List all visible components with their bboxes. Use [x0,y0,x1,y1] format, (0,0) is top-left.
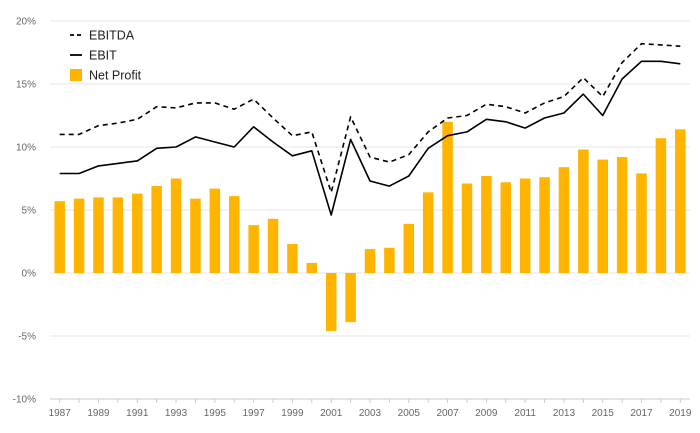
x-tick-label: 2005 [398,408,421,419]
x-tick-label: 1987 [49,408,72,419]
legend-label-net-profit: Net Profit [89,69,142,83]
legend: EBITDA EBIT Net Profit [70,29,142,83]
net-profit-bar [519,178,531,273]
net-profit-bar [403,223,415,273]
net-profit-bar [539,177,550,273]
x-tick-label: 1991 [126,408,149,419]
y-tick-label: -10% [13,395,36,406]
grid [50,20,690,337]
net-profit-bar [73,198,85,273]
net-profit-bar [500,182,512,273]
x-tick-label: 2019 [669,408,692,419]
ebitda-line [59,42,681,194]
net-profit-bar [267,218,279,273]
y-tick-label: 20% [16,17,36,28]
x-tick-label: 1997 [243,408,266,419]
net-profit-bar [306,262,318,273]
legend-label-ebit: EBIT [89,49,117,63]
net-profit-bar [558,167,570,273]
x-tick-label: 2013 [553,408,576,419]
x-tick-label: 2003 [359,408,382,419]
net-profit-bar [112,197,124,273]
x-axis: 1987 1989 1991 1993 1995 1997 1999 2001 2003 2005… [49,398,692,419]
x-tick-label: 2011 [514,408,536,419]
net-profit-bar [170,178,182,273]
x-tick-label: 1995 [204,408,227,419]
net-profit-bar [93,197,104,273]
line-series [59,42,681,216]
net-profit-bar [422,192,434,273]
legend-label-ebitda: EBITDA [89,29,135,43]
net-profit-bar [364,249,376,273]
y-tick-label: 0% [22,269,37,280]
x-tick-label: 2009 [475,408,498,419]
net-profit-bar [248,225,259,273]
x-tick-label: 1993 [165,408,188,419]
y-tick-label: -5% [18,332,36,343]
x-tick-label: 1989 [87,408,110,419]
net-profit-bar [597,159,608,273]
net-profit-bar [325,273,337,331]
net-profit-bar [287,244,298,273]
x-tick-label: 2015 [592,408,615,419]
net-profit-bar [675,129,686,273]
net-profit-bar [461,183,473,273]
net-profit-bar [636,173,647,273]
y-tick-label: 15% [16,80,36,91]
net-profit-bar [345,273,356,323]
y-tick-label: 5% [22,206,37,217]
net-profit-bar [190,198,201,273]
net-profit-bar [132,193,143,273]
x-tick-label: 2007 [436,408,459,419]
net-profit-bar [442,121,453,273]
x-tick-label: 2017 [630,408,653,419]
x-tick-label: 2001 [320,408,343,419]
net-profit-bars [54,121,686,331]
net-profit-bar [209,188,221,273]
legend-swatch-net-profit [70,69,82,81]
ebit-line [59,60,681,216]
y-axis-ticks: -10% -5% 0% 5% 10% 15% 20% [13,17,36,406]
net-profit-bar [616,157,628,273]
net-profit-bar [481,175,492,273]
y-tick-label: 10% [16,143,36,154]
net-profit-bar [655,138,667,273]
x-tick-label: 1999 [281,408,304,419]
net-profit-bar [228,196,240,273]
net-profit-bar [54,201,65,273]
net-profit-bar [151,186,162,273]
net-profit-bar [578,149,589,273]
net-profit-bar [384,247,395,273]
